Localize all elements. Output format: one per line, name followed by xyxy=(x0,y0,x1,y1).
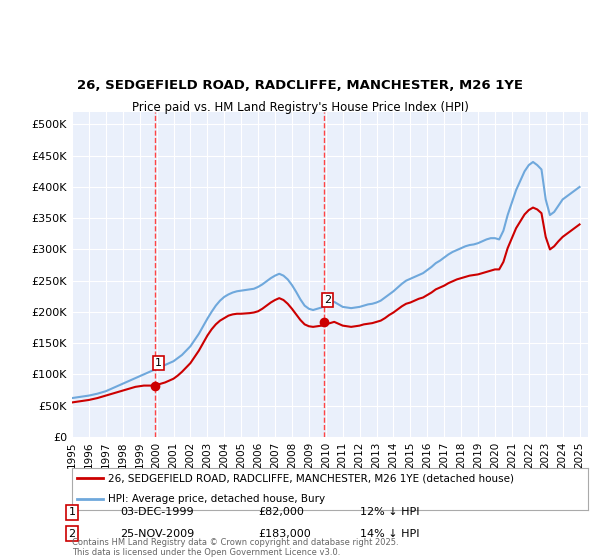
Text: 12% ↓ HPI: 12% ↓ HPI xyxy=(360,507,419,517)
Text: 25-NOV-2009: 25-NOV-2009 xyxy=(120,529,194,539)
Text: 2: 2 xyxy=(68,529,76,539)
Text: £82,000: £82,000 xyxy=(258,507,304,517)
Text: 03-DEC-1999: 03-DEC-1999 xyxy=(120,507,194,517)
Text: 2: 2 xyxy=(324,295,331,305)
Text: Contains HM Land Registry data © Crown copyright and database right 2025.
This d: Contains HM Land Registry data © Crown c… xyxy=(72,538,398,557)
Text: Price paid vs. HM Land Registry's House Price Index (HPI): Price paid vs. HM Land Registry's House … xyxy=(131,101,469,114)
Text: 1: 1 xyxy=(155,358,162,368)
Text: HPI: Average price, detached house, Bury: HPI: Average price, detached house, Bury xyxy=(108,494,325,504)
Text: 26, SEDGEFIELD ROAD, RADCLIFFE, MANCHESTER, M26 1YE: 26, SEDGEFIELD ROAD, RADCLIFFE, MANCHEST… xyxy=(77,80,523,92)
Text: £183,000: £183,000 xyxy=(258,529,311,539)
Text: 14% ↓ HPI: 14% ↓ HPI xyxy=(360,529,419,539)
Text: 26, SEDGEFIELD ROAD, RADCLIFFE, MANCHESTER, M26 1YE (detached house): 26, SEDGEFIELD ROAD, RADCLIFFE, MANCHEST… xyxy=(108,473,514,483)
Text: 1: 1 xyxy=(68,507,76,517)
